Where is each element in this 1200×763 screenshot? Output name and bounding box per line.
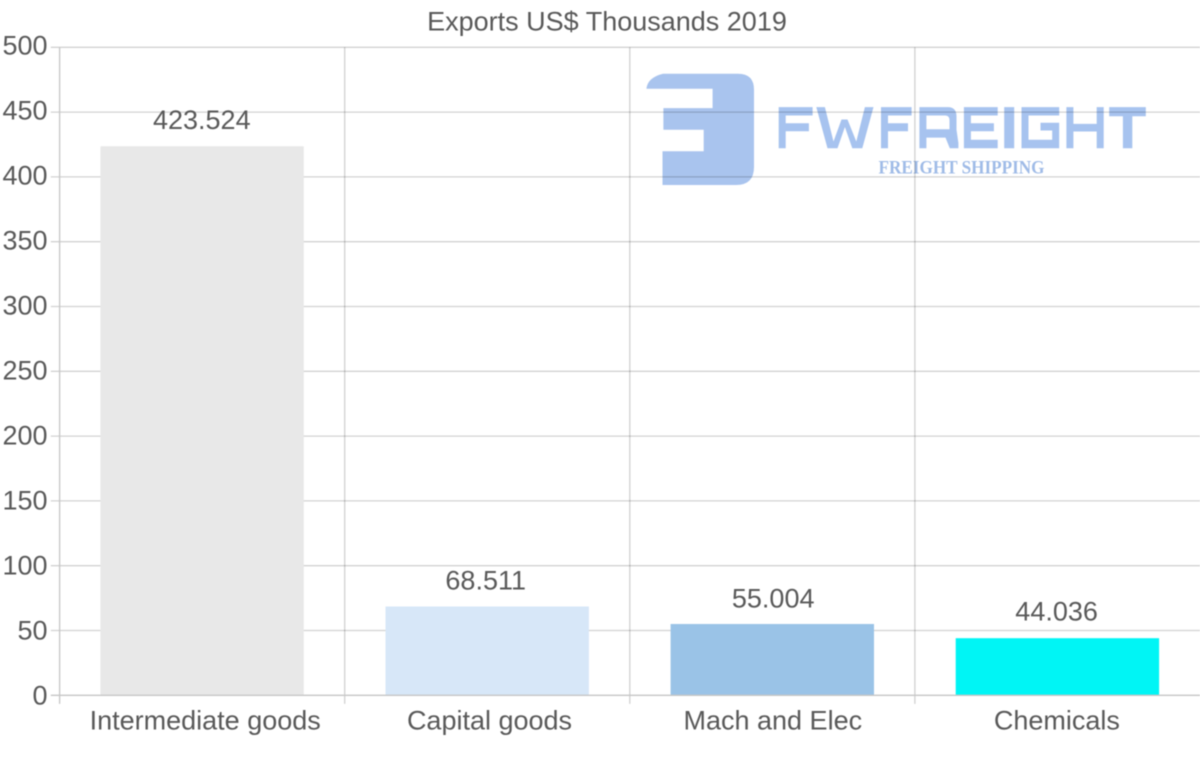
svg-text:0: 0: [32, 681, 47, 711]
svg-text:250: 250: [2, 356, 47, 386]
svg-text:FREIGHT SHIPPING: FREIGHT SHIPPING: [879, 158, 1045, 179]
svg-text:300: 300: [2, 291, 47, 321]
svg-text:44.036: 44.036: [1015, 596, 1098, 626]
svg-text:Chemicals: Chemicals: [994, 705, 1120, 735]
svg-text:Capital goods: Capital goods: [407, 705, 572, 735]
svg-text:350: 350: [2, 226, 47, 256]
svg-text:200: 200: [2, 421, 47, 451]
svg-text:500: 500: [2, 31, 47, 61]
svg-text:50: 50: [17, 616, 47, 646]
svg-text:Exports US$ Thousands 2019: Exports US$ Thousands 2019: [427, 7, 787, 37]
svg-text:150: 150: [2, 486, 47, 516]
svg-text:400: 400: [2, 161, 47, 191]
svg-text:450: 450: [2, 96, 47, 126]
svg-text:100: 100: [2, 551, 47, 581]
svg-text:55.004: 55.004: [732, 584, 815, 614]
svg-text:Mach and Elec: Mach and Elec: [683, 705, 862, 735]
svg-text:Intermediate goods: Intermediate goods: [90, 705, 321, 735]
svg-text:68.511: 68.511: [445, 565, 526, 595]
svg-text:423.524: 423.524: [153, 105, 251, 135]
